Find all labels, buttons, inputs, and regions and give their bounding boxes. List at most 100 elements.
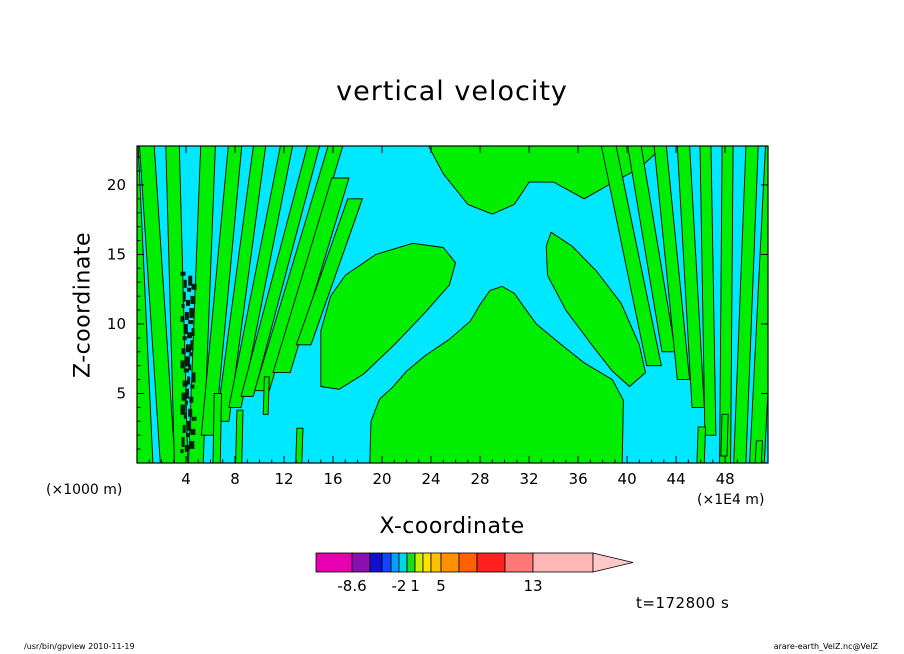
- colorbar-label: 13: [523, 577, 542, 595]
- noise-mark: [188, 364, 192, 371]
- noise-mark: [190, 428, 196, 435]
- noise-mark: [191, 372, 196, 383]
- noise-mark: [180, 449, 184, 454]
- noise-mark: [184, 312, 189, 320]
- x-tick-label: 16: [323, 470, 342, 488]
- right-wave-stripe: [653, 146, 691, 381]
- footer-right: arare-earth_VelZ.nc@VelZ: [773, 642, 878, 651]
- colorbar-swatch: [430, 552, 442, 573]
- right-wave-blob: [720, 413, 729, 457]
- x-tick-label: 8: [230, 470, 240, 488]
- x-tick-label: 40: [618, 470, 637, 488]
- noise-mark: [181, 392, 187, 401]
- noise-mark: [189, 352, 193, 357]
- x-tick-label: 4: [181, 470, 191, 488]
- colorbar-swatch: [532, 552, 594, 573]
- y-axis-label: Z-coordinate: [70, 232, 96, 378]
- right-wave-stripe: [733, 146, 759, 463]
- noise-mark: [190, 384, 195, 389]
- noise-mark: [180, 316, 184, 322]
- colorbar-label: 5: [436, 577, 446, 595]
- left-wave-stripe: [295, 198, 363, 346]
- left-wave-stripe: [137, 146, 154, 463]
- x-tick-label: 24: [422, 470, 441, 488]
- timestamp: t=172800 s: [636, 594, 730, 612]
- noise-mark: [188, 320, 194, 325]
- noise-mark: [182, 291, 186, 302]
- noise-mark: [181, 348, 186, 355]
- right-wave-blob: [696, 426, 706, 463]
- left-wave-stripe: [139, 146, 176, 463]
- colorbar-swatch: [398, 552, 408, 573]
- noise-mark: [187, 332, 193, 339]
- y-tick-label: 10: [107, 315, 126, 333]
- colorbar-swatch: [381, 552, 392, 573]
- noise-mark: [190, 295, 196, 304]
- left-wave-blob: [235, 409, 244, 463]
- colorbar-swatch: [414, 552, 424, 573]
- central-upward-plume: [369, 285, 624, 463]
- left-wave-stripe: [240, 146, 321, 397]
- left-wave-stripe: [216, 146, 267, 422]
- noise-mark: [183, 368, 189, 373]
- left-wave-stripe: [200, 146, 243, 436]
- noise-mark: [180, 404, 186, 415]
- left-wave-blob: [262, 376, 270, 415]
- colorbar-label: 1: [410, 577, 420, 595]
- noise-mark: [184, 356, 190, 367]
- noise-mark: [186, 299, 190, 306]
- x-axis-label: X-coordinate: [379, 514, 525, 539]
- x-tick-label: 32: [520, 470, 539, 488]
- noise-mark: [188, 408, 193, 417]
- right-wave-stripe: [627, 146, 676, 353]
- colorbar-swatch: [422, 552, 432, 573]
- left-upper-lobe: [320, 242, 457, 390]
- noise-mark: [188, 275, 193, 286]
- noise-mark: [184, 445, 188, 452]
- colorbar-swatch: [390, 552, 400, 573]
- colorbar-swatch: [406, 552, 416, 573]
- x-unit-note: (×1000 m): [46, 482, 123, 498]
- x-tick-label: 48: [716, 470, 735, 488]
- plot-area: [137, 146, 768, 463]
- noise-mark: [182, 336, 187, 341]
- y-unit-note: (×1E4 m): [697, 492, 765, 508]
- colorbar-label: -2: [392, 577, 407, 595]
- y-tick-label: 20: [107, 176, 126, 194]
- colorbar: -8.6 -2 1 5 13: [315, 552, 634, 595]
- x-tick-label: 44: [667, 470, 686, 488]
- noise-column: [180, 271, 197, 454]
- chart-title: vertical velocity: [336, 76, 568, 107]
- right-wave-stripe: [676, 146, 705, 408]
- noise-mark: [186, 388, 189, 399]
- noise-mark: [181, 437, 185, 447]
- right-wave-stripe: [749, 146, 768, 463]
- noise-mark: [191, 328, 195, 337]
- noise-mark: [189, 308, 195, 318]
- noise-mark: [183, 324, 188, 335]
- left-wave-stripe: [272, 177, 350, 374]
- right-wave-stripe: [600, 146, 662, 367]
- colorbar-swatch: [504, 552, 534, 573]
- noise-mark: [182, 380, 188, 387]
- colorbar-swatch: [315, 552, 353, 573]
- noise-mark: [191, 283, 197, 290]
- noise-mark: [186, 433, 190, 437]
- colorbar-swatch: [458, 552, 478, 573]
- noise-mark: [189, 396, 194, 403]
- right-wave-blob: [754, 440, 763, 463]
- noise-mark: [182, 424, 186, 433]
- right-upper-lobe: [545, 231, 646, 387]
- noise-mark: [189, 441, 195, 449]
- noise-mark: [180, 360, 185, 369]
- right-wave-stripe: [699, 146, 717, 436]
- x-tick-label: 36: [569, 470, 588, 488]
- noise-mark: [184, 400, 188, 405]
- noise-mark: [187, 420, 192, 431]
- x-tick-label: 28: [471, 470, 490, 488]
- left-wave-stripe: [165, 146, 189, 463]
- left-wave-stripe: [228, 146, 294, 408]
- noise-mark: [180, 271, 186, 276]
- x-tick-label: 12: [274, 470, 293, 488]
